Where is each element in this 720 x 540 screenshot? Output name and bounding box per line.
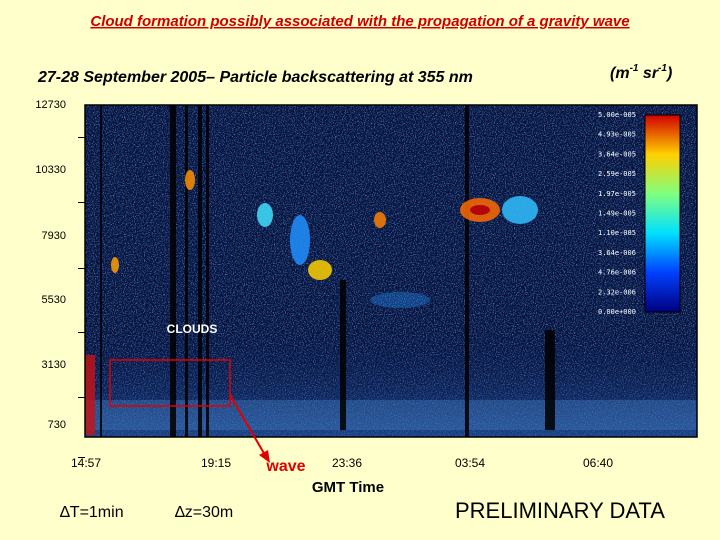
colorbar-label: 3.64e-006 [598,249,636,257]
colorbar-label: 1.10e-005 [598,229,636,237]
units: (m-1 sr-1) [610,63,672,83]
y-label: 12730 [35,99,66,111]
title: Cloud formation possibly associated with… [90,13,629,30]
y-label: 10330 [35,164,66,176]
units-part: (m [610,65,630,82]
colorbar-label: 4.76e-006 [598,269,636,277]
subtitle: 27-28 September 2005– Particle backscatt… [37,69,473,86]
units-part: sr [638,65,658,82]
y-label: 5530 [42,294,66,306]
colorbar-label: 1.97e-005 [598,190,636,198]
y-label: 7930 [42,230,66,242]
units-exp: -1 [658,63,667,74]
footer-note: ∆z=30m [175,504,233,521]
units-exp: -1 [630,63,639,74]
footer-note: ∆T=1min [60,504,124,521]
units-part: ) [665,65,672,82]
x-label: 23:36 [332,456,362,470]
x-label: 06:40 [583,456,613,470]
y-label: 730 [48,419,66,431]
colorbar-label: 5.00e-005 [598,111,636,119]
x-label: 14:57 [71,456,101,470]
annotation: CLOUDS [167,322,218,336]
lidar-image [84,104,698,438]
x-label: 19:15 [201,456,231,470]
status: PRELIMINARY DATA [455,498,665,523]
arrow [229,394,266,456]
y-label: 3130 [42,359,66,371]
colorbar [644,114,681,313]
colorbar-label: 0.00e+000 [598,308,636,316]
arrow-head [259,450,270,463]
highlight-box [109,359,231,407]
x-label: 03:54 [455,456,485,470]
annotation: wave [265,458,305,475]
colorbar-label: 2.59e-005 [598,170,636,178]
colorbar-label: 2.32e-006 [598,288,636,296]
colorbar-label: 1.49e-005 [598,210,636,218]
x-axis-title: GMT Time [312,479,384,496]
colorbar-label: 3.64e-005 [598,150,636,158]
colorbar-label: 4.93e-005 [598,131,636,139]
